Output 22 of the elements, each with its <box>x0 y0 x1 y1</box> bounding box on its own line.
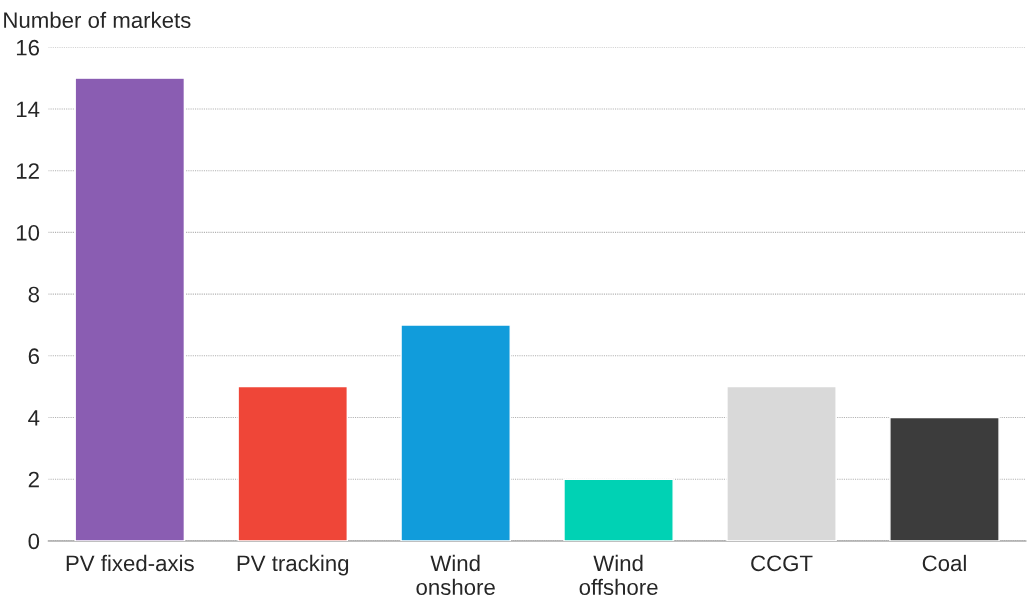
bar <box>726 385 837 541</box>
y-tick-label: 8 <box>28 286 40 303</box>
y-tick-label: 12 <box>16 163 39 179</box>
y-axis-title: Number of markets <box>4 11 191 29</box>
x-tick-label: Wind offshore <box>579 554 658 596</box>
y-tick-label: 0 <box>28 533 40 550</box>
bar <box>889 416 1000 541</box>
y-tick-label: 4 <box>28 410 40 426</box>
bar <box>74 77 186 541</box>
y-tick-label: 14 <box>16 101 40 118</box>
bar <box>237 385 349 541</box>
bar <box>563 478 674 541</box>
x-tick-label: Wind onshore <box>416 554 495 596</box>
x-tick-label: Coal <box>922 554 966 572</box>
y-tick-label: 16 <box>16 39 40 56</box>
bar <box>400 324 511 541</box>
x-tick-label: CCGT <box>751 555 813 572</box>
y-tick-label: 10 <box>16 224 40 241</box>
x-tick-label: PV tracking <box>237 554 349 576</box>
y-tick-label: 2 <box>28 471 39 488</box>
x-tick-label: PV fixed-axis <box>66 554 194 572</box>
y-tick-label: 6 <box>28 348 40 365</box>
